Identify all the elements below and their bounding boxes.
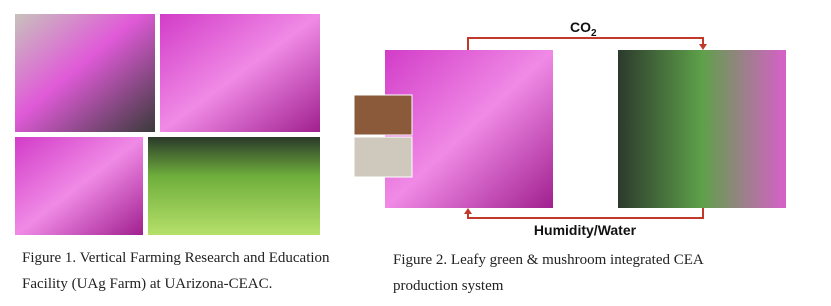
mushroom-photo [353, 136, 413, 178]
photo [160, 14, 320, 132]
flow-arrow [467, 37, 704, 50]
photo [385, 50, 553, 208]
photo [15, 137, 143, 235]
caption-line: Facility (UAg Farm) at UArizona-CEAC. [22, 276, 272, 292]
co2-label: CO2 [570, 19, 597, 39]
arrow-head [464, 208, 472, 214]
humidity-label: Humidity/Water [534, 222, 637, 238]
co2-sub: 2 [591, 28, 597, 39]
flow-arrow [467, 208, 704, 219]
photo [148, 137, 320, 235]
co2-main: CO [570, 19, 591, 35]
photo [618, 50, 786, 208]
caption-line: Figure 2. Leafy green & mushroom integra… [393, 252, 704, 268]
caption-line: production system [393, 278, 504, 294]
mushroom-photo [353, 94, 413, 136]
arrow-head [699, 44, 707, 50]
photo [15, 14, 155, 132]
caption-line: Figure 1. Vertical Farming Research and … [22, 250, 330, 266]
